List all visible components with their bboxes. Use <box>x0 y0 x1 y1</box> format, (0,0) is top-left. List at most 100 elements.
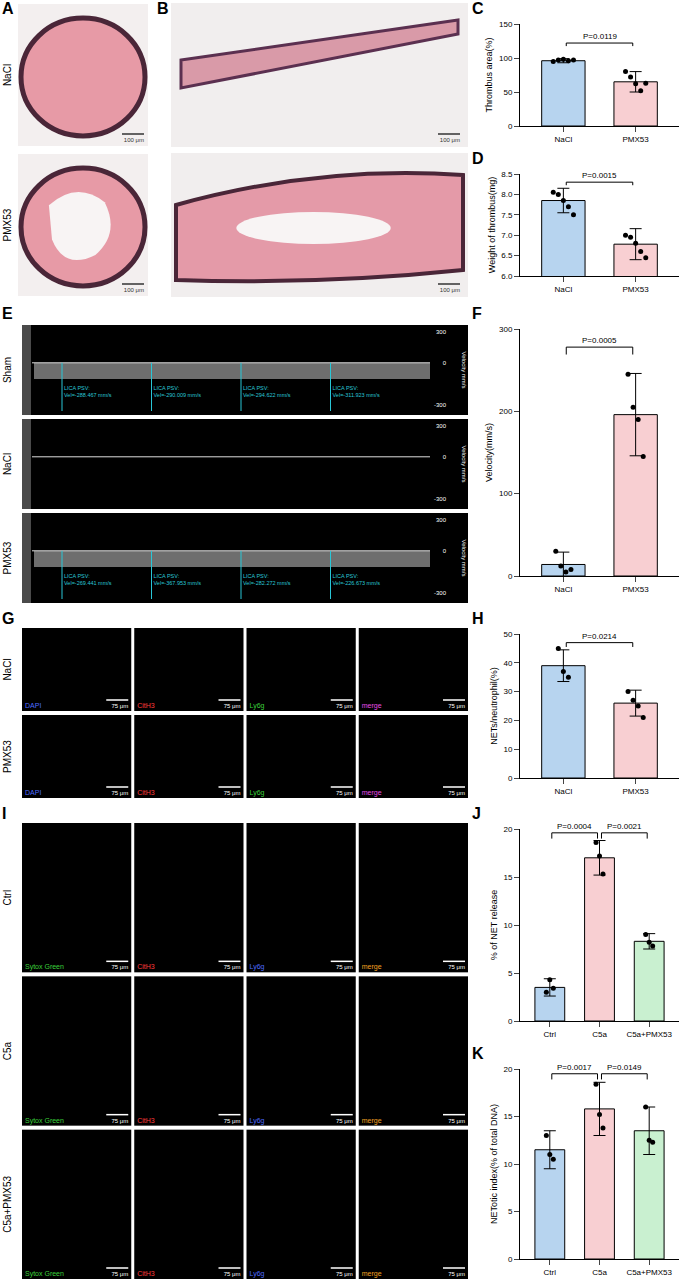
svg-text:P=0.0021: P=0.0021 <box>607 822 642 831</box>
svg-text:Vel=-288.467 mm/s: Vel=-288.467 mm/s <box>64 392 112 398</box>
svg-text:Sham: Sham <box>2 357 13 383</box>
svg-text:Vel=-226.673 mm/s: Vel=-226.673 mm/s <box>333 580 381 586</box>
svg-text:5: 5 <box>508 969 513 978</box>
svg-text:75 μm: 75 μm <box>111 703 128 709</box>
svg-text:6.0: 6.0 <box>501 272 513 281</box>
svg-text:150: 150 <box>499 20 513 29</box>
svg-text:Velocity(mm/s): Velocity(mm/s) <box>484 423 494 482</box>
svg-text:P=0.0005: P=0.0005 <box>582 336 617 345</box>
svg-text:P=0.0214: P=0.0214 <box>582 632 617 641</box>
svg-text:6.5: 6.5 <box>501 251 513 260</box>
svg-text:0: 0 <box>443 454 447 460</box>
svg-text:Velocity mm/s: Velocity mm/s <box>461 539 467 576</box>
svg-text:DAPI: DAPI <box>25 789 41 796</box>
svg-text:LICA PSV:: LICA PSV: <box>243 573 269 579</box>
svg-text:7.0: 7.0 <box>501 231 513 240</box>
svg-text:LICA PSV:: LICA PSV: <box>64 573 90 579</box>
svg-text:LICA PSV:: LICA PSV: <box>243 385 269 391</box>
svg-text:P=0.0119: P=0.0119 <box>583 32 617 41</box>
svg-text:Ctrl: Ctrl <box>2 890 13 906</box>
svg-text:0: 0 <box>508 1017 513 1026</box>
svg-text:NaCl: NaCl <box>554 285 572 294</box>
svg-text:0: 0 <box>443 360 447 366</box>
svg-text:Ly6g: Ly6g <box>250 963 265 971</box>
svg-text:75 μm: 75 μm <box>448 703 465 709</box>
svg-text:merge: merge <box>362 1270 382 1278</box>
svg-text:-300: -300 <box>434 496 447 502</box>
svg-text:Velocity mm/s: Velocity mm/s <box>461 351 467 388</box>
svg-text:75 μm: 75 μm <box>224 1118 241 1124</box>
svg-text:75 μm: 75 μm <box>336 1118 353 1124</box>
svg-text:75 μm: 75 μm <box>448 1118 465 1124</box>
svg-text:Ctrl: Ctrl <box>544 1268 557 1277</box>
svg-text:200: 200 <box>499 407 513 416</box>
svg-text:NaCl: NaCl <box>2 658 13 680</box>
svg-text:C5a: C5a <box>592 1030 607 1039</box>
svg-text:Sytox Green: Sytox Green <box>25 1117 64 1125</box>
svg-text:Sytox Green: Sytox Green <box>25 1270 64 1278</box>
svg-text:P=0.0149: P=0.0149 <box>607 1063 642 1072</box>
svg-text:Sytox Green: Sytox Green <box>25 963 64 971</box>
svg-text:NaCl: NaCl <box>554 585 572 594</box>
svg-text:Ly6g: Ly6g <box>250 789 265 797</box>
svg-text:merge: merge <box>362 702 382 710</box>
svg-text:LICA PSV:: LICA PSV: <box>64 385 90 391</box>
svg-text:100 μm: 100 μm <box>440 137 460 143</box>
svg-text:8.5: 8.5 <box>501 170 513 179</box>
svg-text:0: 0 <box>508 572 513 581</box>
svg-text:75 μm: 75 μm <box>224 964 241 970</box>
svg-text:15: 15 <box>503 873 512 882</box>
svg-text:Velocity mm/s: Velocity mm/s <box>461 445 467 482</box>
svg-text:20: 20 <box>503 1065 512 1074</box>
svg-text:10: 10 <box>503 745 512 754</box>
svg-text:NaCl: NaCl <box>554 135 572 144</box>
svg-text:10: 10 <box>503 921 512 930</box>
svg-text:PMX53: PMX53 <box>623 285 650 294</box>
svg-text:LICA PSV:: LICA PSV: <box>333 573 359 579</box>
svg-text:100 μm: 100 μm <box>440 287 460 293</box>
svg-text:75 μm: 75 μm <box>224 790 241 796</box>
svg-text:15: 15 <box>503 1112 512 1121</box>
svg-text:100: 100 <box>499 54 513 63</box>
svg-text:PMX53: PMX53 <box>623 135 650 144</box>
svg-text:Vel=-367.953 mm/s: Vel=-367.953 mm/s <box>154 580 202 586</box>
svg-text:75 μm: 75 μm <box>336 703 353 709</box>
svg-text:LICA PSV:: LICA PSV: <box>333 385 359 391</box>
svg-text:Ly6g: Ly6g <box>250 1270 265 1278</box>
svg-text:NaCl: NaCl <box>554 787 572 796</box>
svg-text:CitH3: CitH3 <box>137 1117 155 1124</box>
svg-text:20: 20 <box>503 716 512 725</box>
svg-text:NaCl: NaCl <box>2 64 13 86</box>
svg-text:Vel=-282.272 mm/s: Vel=-282.272 mm/s <box>243 580 291 586</box>
svg-text:P=0.0017: P=0.0017 <box>557 1063 592 1072</box>
svg-text:Vel=-294.622 mm/s: Vel=-294.622 mm/s <box>243 392 291 398</box>
svg-text:merge: merge <box>362 789 382 797</box>
svg-text:DAPI: DAPI <box>25 702 41 709</box>
svg-text:300: 300 <box>436 517 447 523</box>
svg-text:CitH3: CitH3 <box>137 963 155 970</box>
svg-text:300: 300 <box>436 329 447 335</box>
svg-text:PMX53: PMX53 <box>2 740 13 773</box>
svg-text:5: 5 <box>508 1207 513 1216</box>
svg-text:75 μm: 75 μm <box>111 964 128 970</box>
svg-text:PMX53: PMX53 <box>2 208 13 241</box>
svg-text:Vel=-311.923 mm/s: Vel=-311.923 mm/s <box>333 392 380 398</box>
svg-text:% of NET release: % of NET release <box>489 890 499 960</box>
svg-text:P=0.0004: P=0.0004 <box>557 822 592 831</box>
svg-text:Weight of thrombus(mg): Weight of thrombus(mg) <box>487 177 497 273</box>
svg-text:75 μm: 75 μm <box>224 1271 241 1277</box>
svg-text:CitH3: CitH3 <box>137 789 155 796</box>
svg-text:NaCl: NaCl <box>2 453 13 475</box>
svg-text:Ly6g: Ly6g <box>250 702 265 710</box>
svg-text:C5a+PMX53: C5a+PMX53 <box>626 1030 672 1039</box>
svg-text:P=0.0015: P=0.0015 <box>582 171 617 180</box>
svg-text:LICA PSV:: LICA PSV: <box>154 385 180 391</box>
svg-text:75 μm: 75 μm <box>111 1271 128 1277</box>
svg-text:300: 300 <box>499 325 513 334</box>
svg-text:-300: -300 <box>434 402 447 408</box>
svg-text:merge: merge <box>362 963 382 971</box>
svg-text:40: 40 <box>503 659 512 668</box>
svg-text:0: 0 <box>508 774 513 783</box>
svg-text:50: 50 <box>503 88 512 97</box>
svg-text:20: 20 <box>503 825 512 834</box>
